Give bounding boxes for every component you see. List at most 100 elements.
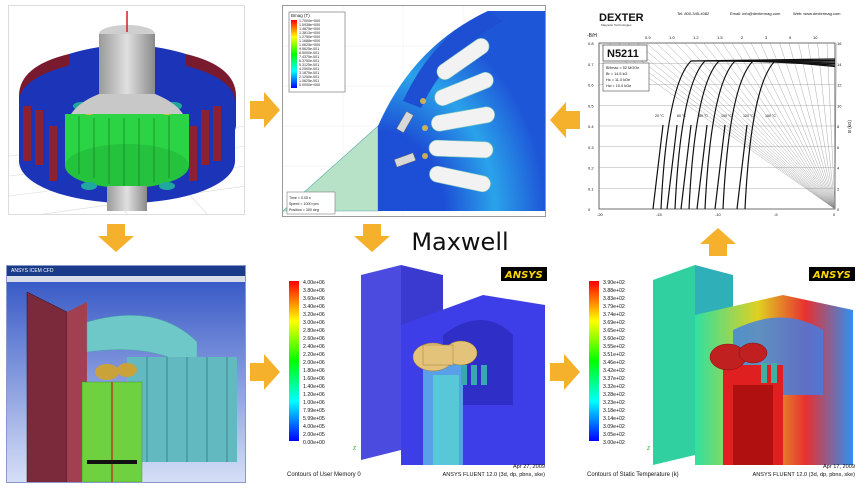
dexter-top-tick: 5 <box>789 35 792 40</box>
flux-legend-value: 1.5938e+000 <box>299 23 320 27</box>
flux-legend-value: 1.7000e+000 <box>299 19 320 23</box>
memory-legend-value: 1.00e+06 <box>303 400 325 406</box>
dexter-top-tick: 0.9 <box>645 35 651 40</box>
temperature-legend-value: 3.18e+02 <box>603 408 625 414</box>
dexter-top-tick: 10 <box>813 35 818 40</box>
temperature-legend-value: 3.42e+02 <box>603 368 625 374</box>
memory-caption-date: Apr 27, 2009 <box>513 464 545 470</box>
dexter-temp-label: 60 °C <box>677 114 686 118</box>
temperature-legend-value: 3.05e+02 <box>603 432 625 438</box>
dexter-y-tick-right: 14 <box>837 62 842 67</box>
temperature-legend-value: 3.79e+02 <box>603 304 625 310</box>
dexter-top-tick: 1.2 <box>693 35 699 40</box>
temperature-legend-value: 3.32e+02 <box>603 384 625 390</box>
temperature-legend-value: 3.83e+02 <box>603 296 625 302</box>
temperature-legend-value: 3.23e+02 <box>603 400 625 406</box>
temperature-legend-value: 3.51e+02 <box>603 352 625 358</box>
dexter-x-tick: -5 <box>774 212 778 217</box>
dexter-y-tick-left: 0.6 <box>588 83 594 88</box>
bh-curve <box>660 58 836 210</box>
dexter-contact-web: Web: www.dextermag.com <box>793 11 841 16</box>
dexter-y-tick-left: 0.7 <box>588 62 594 67</box>
bh-knee <box>652 124 664 210</box>
memory-contour-render: 4.00e+06 3.80e+06 3.60e+06 3.40e+06 3.20e+06… <box>287 265 547 478</box>
dexter-spec: Hci = 10.0 kOe <box>606 84 631 88</box>
svg-text:Z: Z <box>647 446 650 452</box>
flux-legend-value: 1.0625e-001 <box>299 79 319 83</box>
dexter-y-tick-left: 0.2 <box>588 166 594 171</box>
dexter-y-right-label: B (kG) <box>847 119 852 133</box>
dexter-y-tick-right: 4 <box>837 166 840 171</box>
temperature-legend-value: 3.14e+02 <box>603 416 625 422</box>
memory-legend-value: 3.80e+06 <box>303 288 325 294</box>
arrow-right-icon <box>250 92 280 128</box>
arrow-down-middle-icon <box>354 224 390 252</box>
flux-footer-time: Time = 0.05 s <box>289 196 311 200</box>
flux-map-render: 1.7000e+0001.5938e+0001.4875e+0001.3813e… <box>283 6 545 216</box>
dexter-x-tick: -15 <box>656 212 663 217</box>
memory-legend-value: 4.00e+06 <box>303 280 325 286</box>
arrow-up-right-icon <box>700 228 736 256</box>
arrow-right-lower-icon <box>250 354 280 390</box>
temperature-caption: Contours of Static Temperature (k) <box>587 472 679 478</box>
temperature-legend-value: 3.88e+02 <box>603 288 625 294</box>
bh-curve <box>744 60 836 210</box>
bh-curve <box>688 60 836 210</box>
temperature-legend-value: 3.74e+02 <box>603 312 625 318</box>
flux-legend-value: 0.0000e+000 <box>299 83 320 87</box>
flux-legend-value: 2.1250e-001 <box>299 75 319 79</box>
memory-legend-value: 5.99e+05 <box>303 416 325 422</box>
temperature-legend-value: 3.09e+02 <box>603 424 625 430</box>
flux-footer-speed: Speed = 1000 rpm <box>289 202 319 206</box>
dexter-temp-label: 100 °C <box>721 114 732 118</box>
ansys-logo: ANSYS <box>504 270 543 281</box>
dexter-y-tick-right: 0 <box>837 207 840 212</box>
flux-legend-value: 6.3750e-001 <box>299 59 319 63</box>
temperature-legend-value: 3.65e+02 <box>603 328 625 334</box>
memory-legend-value: 2.00e+05 <box>303 432 325 438</box>
flux-legend-value: 8.5000e-001 <box>299 51 319 55</box>
memory-legend-value: 1.60e+06 <box>303 376 325 382</box>
temperature-legend-value: 3.37e+02 <box>603 376 625 382</box>
dexter-x-tick: -20 <box>597 212 604 217</box>
memory-legend-value: 3.40e+06 <box>303 304 325 310</box>
dexter-y-tick-right: 2 <box>837 186 840 191</box>
memory-legend-value: 2.20e+06 <box>303 352 325 358</box>
dexter-y-tick-left: 0 <box>588 207 591 212</box>
temperature-contour-render: 3.90e+02 3.88e+02 3.83e+02 3.79e+02 3.74e+02… <box>587 265 856 478</box>
flux-map-panel: 1.7000e+000 1.5938e+000 1.4875e+000 1.3813e… <box>282 5 546 217</box>
dexter-y-tick-right: 16 <box>837 41 842 46</box>
memory-legend-value: 0.00e+00 <box>303 440 325 446</box>
dexter-temp-label: 20 °C <box>655 114 664 118</box>
temperature-caption-version: ANSYS FLUENT 12.0 (3d, dp, pbns, ske) <box>753 472 856 478</box>
flux-legend-value: 3.1875e-001 <box>299 71 319 75</box>
dexter-y-tick-left: 0.4 <box>588 124 594 129</box>
dexter-temp-label: 120 °C <box>743 114 754 118</box>
dexter-brand: DEXTER <box>599 12 644 24</box>
dexter-top-tick: 1.5 <box>717 35 723 40</box>
bh-knee <box>680 124 692 210</box>
dexter-y-tick-right: 12 <box>837 83 842 88</box>
flux-legend-value: 5.3125e-001 <box>299 63 319 67</box>
dexter-bh-panel: DEXTER Magnetic Technologies Tel: 800-34… <box>585 5 855 220</box>
dexter-spec: BHmax = 52 MGOe <box>606 66 639 70</box>
temperature-contour-panel: 3.90e+02 3.88e+02 3.83e+02 3.79e+02 3.74e+02… <box>583 265 860 485</box>
dexter-bh-chart: DEXTER Magnetic Technologies Tel: 800-34… <box>587 11 852 217</box>
center-label-maxwell: Maxwell <box>411 228 509 256</box>
memory-legend-value: 3.00e+06 <box>303 320 325 326</box>
dexter-y-tick-right: 8 <box>837 124 840 129</box>
dexter-x-tick: -10 <box>715 212 722 217</box>
dexter-spec: Br = 14.5 kG <box>606 72 627 76</box>
motor-3d-render <box>9 11 244 214</box>
flux-legend-value: 1.4875e+000 <box>299 27 320 31</box>
bh-knee <box>696 124 708 210</box>
memory-legend-value: 3.20e+06 <box>303 312 325 318</box>
arrow-left-icon <box>550 102 580 138</box>
dexter-subtitle: Magnetic Technologies <box>601 23 632 27</box>
flux-legend-value: 1.3813e+000 <box>299 31 320 35</box>
temperature-legend-value: 3.69e+02 <box>603 320 625 326</box>
dexter-contact-email: Email: info@dextermag.com <box>730 11 781 16</box>
flux-legend-value: 7.4375e-001 <box>299 55 319 59</box>
memory-legend-value: 2.80e+06 <box>303 328 325 334</box>
mesh-window-title: ANSYS ICEM CFD <box>11 268 54 274</box>
